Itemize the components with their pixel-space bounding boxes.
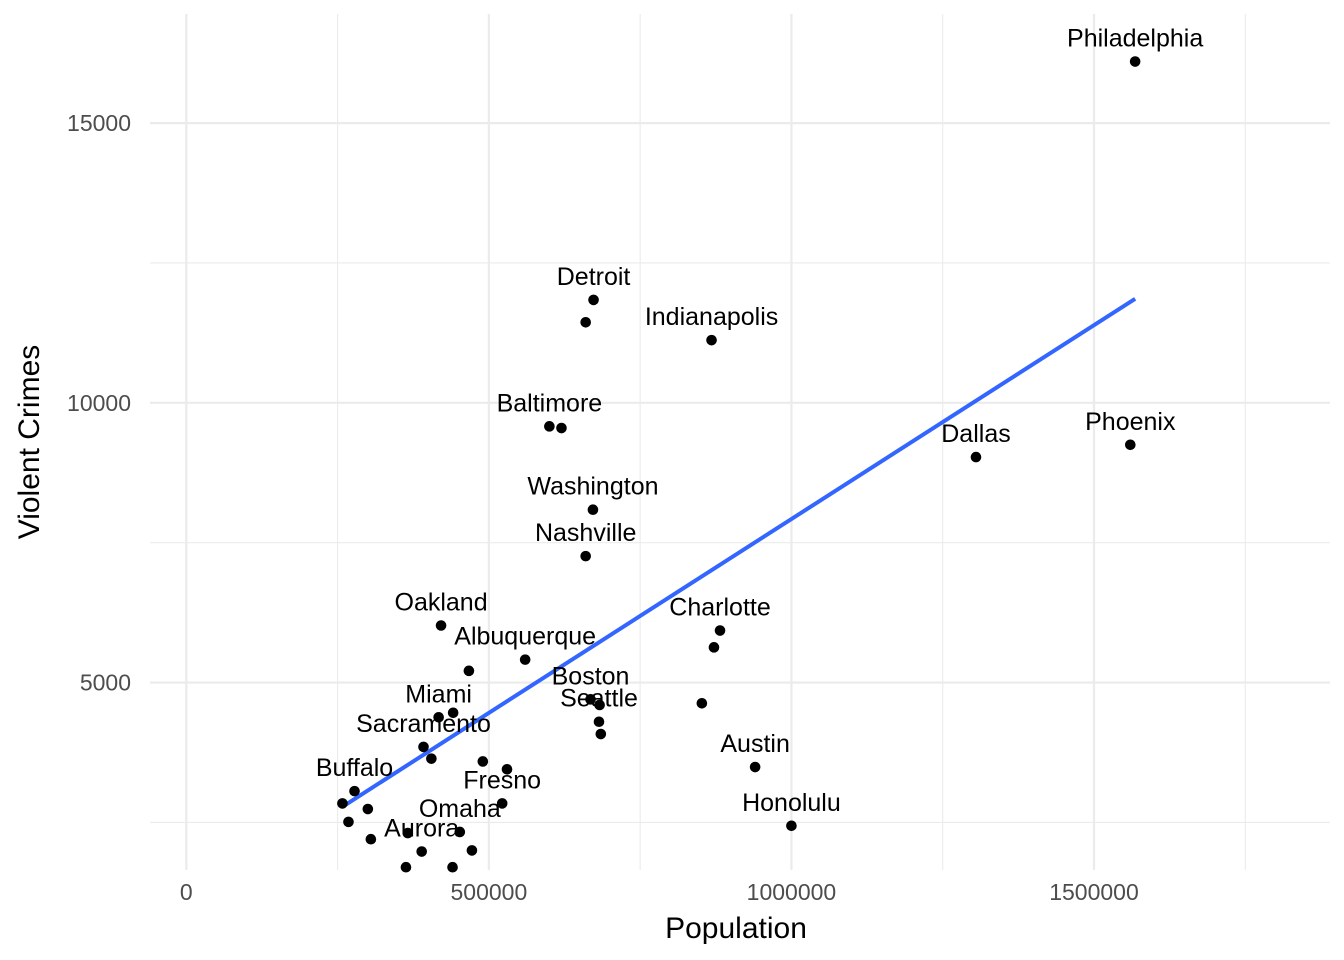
data-point — [501, 763, 513, 775]
data-point — [786, 820, 797, 832]
data-point — [588, 294, 599, 306]
data-point — [466, 845, 478, 856]
y-axis-title: Violent Crimes — [13, 345, 46, 540]
data-point — [1125, 439, 1136, 451]
point-label: Nashville — [535, 519, 636, 547]
point-label: Indianapolis — [645, 303, 778, 331]
data-point — [708, 642, 720, 653]
point-label: Honolulu — [742, 789, 841, 817]
data-point — [477, 756, 489, 767]
data-point — [594, 699, 605, 711]
data-point — [585, 694, 596, 705]
data-point — [595, 728, 607, 740]
point-label: Dallas — [941, 420, 1010, 448]
point-label: Aurora — [384, 815, 459, 843]
x-tick-label: 1500000 — [1049, 879, 1139, 905]
data-point — [714, 625, 726, 636]
data-point — [706, 334, 717, 346]
data-point — [416, 846, 428, 857]
point-label: Philadelphia — [1067, 25, 1203, 53]
data-point — [349, 785, 360, 797]
data-point — [580, 316, 591, 328]
x-axis-title: Population — [665, 912, 807, 945]
point-label: Baltimore — [497, 389, 603, 417]
data-point — [749, 761, 761, 773]
data-point — [587, 504, 599, 515]
point-label: Buffalo — [316, 754, 393, 782]
trend-line — [341, 297, 1137, 809]
point-label: Washington — [527, 473, 658, 501]
data-points — [337, 56, 1141, 873]
y-tick-label: 10000 — [67, 390, 131, 416]
data-point — [402, 827, 414, 839]
point-label: Charlotte — [669, 594, 770, 622]
point-labels: Philadelphia Phoenix Dallas Honolulu Austin C… — [316, 25, 1204, 843]
point-label: Miami — [405, 680, 472, 708]
x-tick-label: 500000 — [450, 879, 527, 905]
axis-ticks: 0 500000 1000000 1500000 5000 10000 15000 — [67, 110, 1139, 905]
data-point — [447, 707, 459, 719]
point-label: Phoenix — [1085, 408, 1176, 436]
data-point — [400, 861, 412, 873]
data-point — [337, 798, 348, 809]
data-point — [544, 421, 555, 432]
data-point — [426, 753, 437, 764]
grid-lines — [150, 14, 1330, 870]
data-point — [1129, 56, 1141, 67]
data-point — [970, 451, 982, 463]
point-label: Boston — [552, 662, 630, 690]
data-point — [463, 665, 475, 677]
data-point — [556, 422, 567, 434]
x-tick-label: 0 — [180, 879, 193, 905]
data-point — [343, 816, 354, 828]
data-point — [696, 697, 708, 709]
point-label: Oakland — [395, 589, 488, 617]
data-point — [454, 826, 466, 838]
point-label: Omaha — [419, 795, 501, 823]
point-label: Sacramento — [356, 710, 491, 738]
point-label: Austin — [720, 730, 789, 758]
y-tick-label: 15000 — [67, 110, 131, 136]
data-point — [418, 741, 429, 753]
point-label: Detroit — [557, 263, 631, 291]
x-tick-label: 1000000 — [747, 879, 837, 905]
data-point — [496, 798, 508, 809]
data-point — [593, 716, 605, 728]
data-point — [365, 833, 377, 845]
data-point — [519, 654, 531, 665]
data-point — [362, 803, 374, 815]
data-point — [433, 711, 444, 723]
data-point — [435, 620, 447, 631]
data-point — [580, 550, 591, 562]
point-label: Albuquerque — [454, 623, 596, 651]
point-label: Seattle — [560, 685, 638, 713]
trend-line-group — [341, 297, 1137, 809]
point-label: Fresno — [463, 766, 541, 794]
data-point — [447, 861, 458, 873]
y-tick-label: 5000 — [80, 670, 131, 696]
